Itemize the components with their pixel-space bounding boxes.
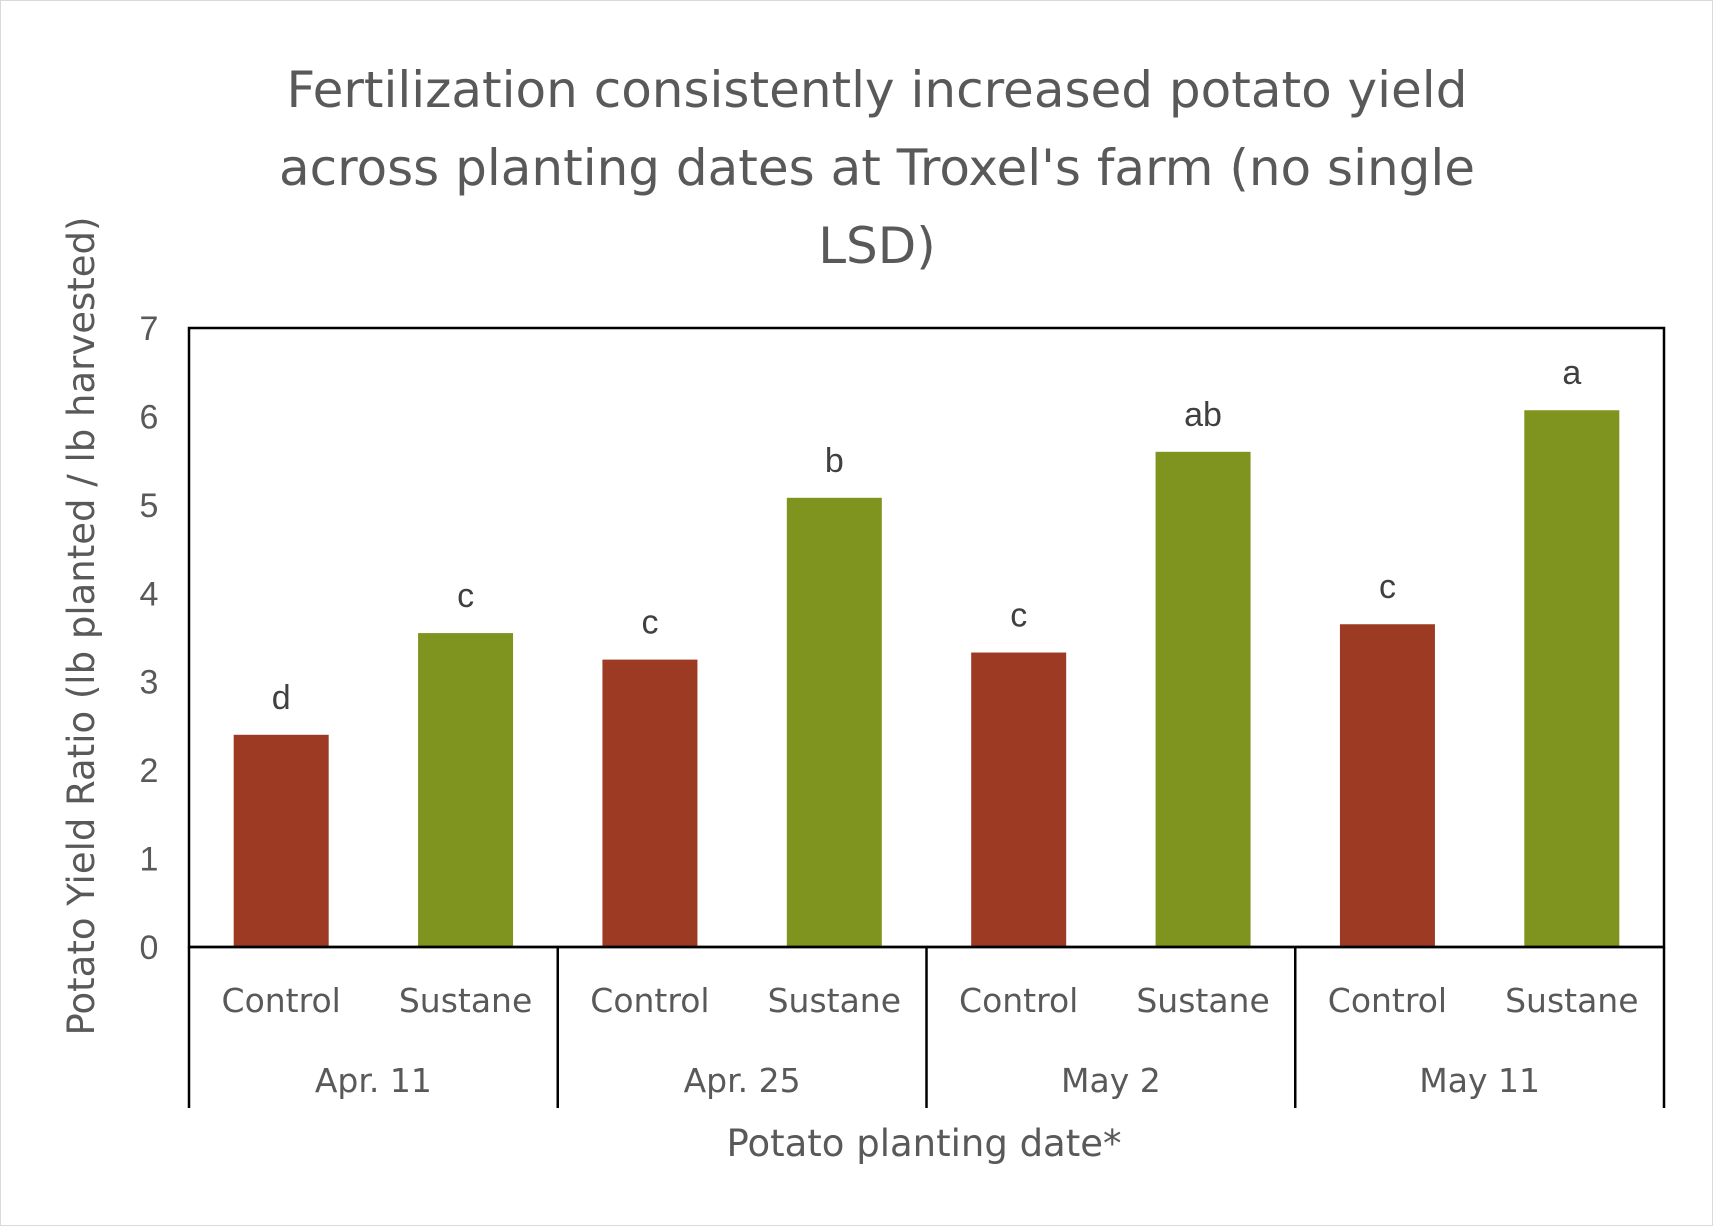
x-group-label-4: May 11: [1419, 1061, 1540, 1100]
x-tick-label-control-1: Control: [222, 981, 341, 1020]
chart-title: Fertilization consistently increased pot…: [279, 61, 1475, 275]
y-tick-label-6: 6: [140, 398, 159, 436]
x-tick-label-sustane-1: Sustane: [399, 981, 532, 1020]
y-axis-title: Potato Yield Ratio (lb planted / lb harv…: [60, 217, 103, 1036]
y-tick-label-0: 0: [140, 929, 159, 967]
data-label-control-2: c: [641, 604, 658, 642]
data-label-control-4: c: [1379, 568, 1396, 606]
data-label-sustane-4: a: [1562, 354, 1581, 392]
x-axis-title: Potato planting date*: [726, 1122, 1121, 1165]
data-label-sustane-3: ab: [1184, 396, 1222, 434]
data-label-sustane-1: c: [457, 577, 474, 615]
data-label-sustane-2: b: [825, 442, 844, 480]
bar-sustane-2: [786, 497, 882, 947]
x-tick-label-sustane-4: Sustane: [1505, 981, 1638, 1020]
x-tick-label-control-4: Control: [1328, 981, 1447, 1020]
bar-control-2: [602, 659, 698, 947]
chart-title-line-2: across planting dates at Troxel's farm (…: [279, 139, 1475, 197]
y-tick-label-7: 7: [140, 310, 159, 348]
chart-title-line-1: Fertilization consistently increased pot…: [287, 61, 1468, 119]
y-tick-label-4: 4: [140, 575, 159, 613]
chart-title-line-3: LSD): [818, 217, 936, 275]
y-tick-label-2: 2: [140, 752, 159, 790]
x-group-label-2: Apr. 25: [684, 1061, 801, 1100]
y-tick-label-1: 1: [140, 841, 159, 879]
x-group-label-1: Apr. 11: [315, 1061, 432, 1100]
bar-control-1: [233, 734, 329, 947]
data-label-control-1: d: [272, 679, 291, 717]
plot-area: d c c b c ab c a 0 1 2 3 4 5 6 7 Control Sustane Apr. 11 Co…: [140, 310, 1666, 1108]
plot-border: [187, 326, 1666, 949]
x-tick-label-sustane-3: Sustane: [1136, 981, 1269, 1020]
bar-control-4: [1339, 624, 1435, 947]
x-group-label-3: May 2: [1061, 1061, 1161, 1100]
y-tick-label-3: 3: [140, 664, 159, 702]
x-tick-label-control-3: Control: [959, 981, 1078, 1020]
y-tick-label-5: 5: [140, 487, 159, 525]
data-label-control-3: c: [1010, 597, 1027, 635]
x-tick-label-control-2: Control: [590, 981, 709, 1020]
bar-control-3: [971, 652, 1067, 947]
bar-sustane-1: [418, 633, 514, 947]
bar-sustane-4: [1524, 410, 1620, 947]
bar-sustane-3: [1155, 451, 1251, 947]
x-tick-label-sustane-2: Sustane: [768, 981, 901, 1020]
